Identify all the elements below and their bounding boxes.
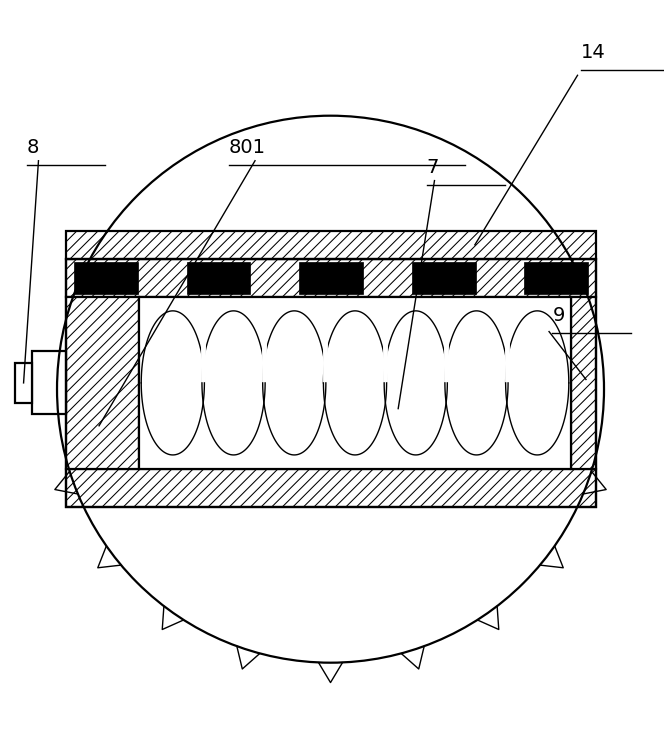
Text: 801: 801 [229,138,265,158]
Bar [66,297,139,469]
Bar [571,297,596,469]
Bar [66,259,596,507]
Bar [412,262,475,294]
Text: 14: 14 [581,43,606,62]
Bar [66,231,596,259]
Bar [525,262,588,294]
Bar [66,469,596,507]
Bar [299,262,363,294]
Bar [15,363,32,403]
Bar [74,262,138,294]
Circle shape [57,116,604,662]
Text: 9: 9 [553,306,565,325]
Bar [139,297,571,469]
Bar [66,259,596,297]
Bar [187,262,251,294]
Text: 8: 8 [27,138,39,158]
Text: 7: 7 [426,158,439,177]
Bar [32,352,66,414]
